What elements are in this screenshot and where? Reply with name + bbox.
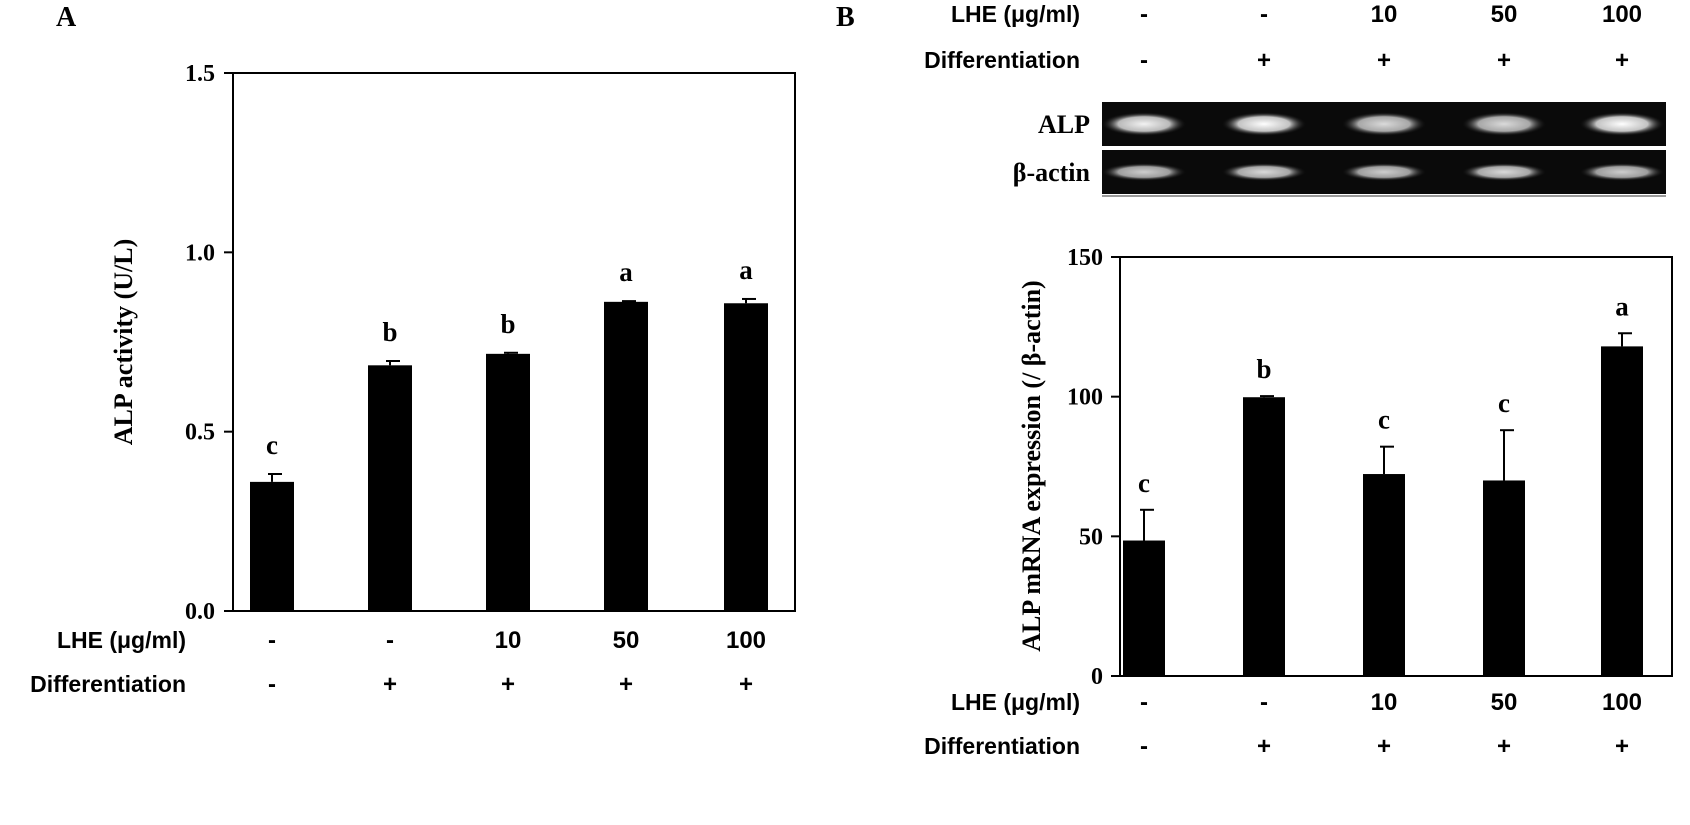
panel-a-conditions: LHE (μg/ml) - - 10 50 100 Differentiation - + + + + (30, 627, 766, 698)
condition-label: Differentiation (924, 47, 1080, 73)
y-tick-label: 0.0 (185, 599, 215, 625)
condition-value: + (1615, 733, 1629, 760)
significance-letter: b (500, 309, 515, 339)
bar (604, 301, 648, 611)
significance-letter: a (739, 255, 753, 285)
gel-band (1579, 112, 1665, 136)
significance-letter: b (382, 317, 397, 347)
condition-value: - (386, 627, 394, 654)
condition-value: + (1257, 733, 1271, 760)
panel-b-error-bars (1140, 332, 1632, 541)
significance-letter: c (1378, 405, 1390, 435)
panel-a-y-axis: 0.0 0.5 1.0 1.5 (185, 61, 233, 625)
condition-value: - (1260, 689, 1268, 716)
gel-band (1461, 163, 1547, 181)
condition-value: + (739, 671, 753, 698)
condition-value: 10 (1371, 1, 1398, 28)
panel-b-bottom-conditions: LHE (μg/ml) - - 10 50 100 Differentiation - + + + + (924, 689, 1642, 760)
gel-row-label: ALP (1038, 110, 1090, 139)
condition-value: 100 (726, 627, 766, 654)
significance-letter: c (266, 430, 278, 460)
bar (486, 353, 530, 611)
bar (724, 303, 768, 611)
panel-a-error-bars (268, 297, 756, 482)
condition-value: + (619, 671, 633, 698)
condition-value: + (383, 671, 397, 698)
panel-b-bars (1123, 346, 1643, 676)
gel-band (1221, 112, 1307, 136)
condition-value: - (1140, 733, 1148, 760)
panel-b-letter: B (836, 2, 855, 33)
condition-value: 100 (1602, 1, 1642, 28)
condition-value: - (1140, 689, 1148, 716)
condition-label: LHE (μg/ml) (951, 1, 1080, 27)
gel-band (1461, 112, 1547, 136)
condition-value: - (1140, 47, 1148, 74)
significance-letter: a (619, 257, 633, 287)
bar (1243, 397, 1285, 676)
gel-band (1101, 163, 1187, 181)
condition-value: 50 (613, 627, 640, 654)
condition-value: 100 (1602, 689, 1642, 716)
gel-band (1341, 112, 1427, 136)
condition-value: + (1497, 733, 1511, 760)
bar (1601, 346, 1643, 676)
panel-b-significance-letters: c b c c a (1138, 291, 1629, 498)
gel-row-label: β-actin (1013, 158, 1091, 187)
condition-value: 50 (1491, 689, 1518, 716)
condition-value: + (1377, 733, 1391, 760)
panel-b-y-axis-title: ALP mRNA expression (/ β-actin) (1017, 280, 1046, 651)
y-tick-label: 1.0 (185, 240, 215, 266)
condition-value: 10 (495, 627, 522, 654)
condition-value: - (268, 671, 276, 698)
condition-value: - (1260, 1, 1268, 28)
bar (1363, 474, 1405, 676)
significance-letter: b (1256, 354, 1271, 384)
y-tick-label: 50 (1079, 524, 1103, 550)
gel-band (1341, 163, 1427, 181)
panel-a-y-axis-title: ALP activity (U/L) (109, 239, 138, 446)
gel-band (1101, 112, 1187, 136)
bar (1483, 480, 1525, 676)
condition-label: Differentiation (924, 733, 1080, 759)
panel-a-significance-letters: c b b a a (266, 255, 753, 460)
condition-value: - (1140, 1, 1148, 28)
panel-b-gel: ALP β-actin (1013, 102, 1666, 197)
bar (368, 365, 412, 611)
panel-b-y-axis: 0 50 100 150 (1067, 245, 1120, 690)
significance-letter: a (1615, 291, 1629, 321)
y-tick-label: 0.5 (185, 420, 215, 446)
y-tick-label: 100 (1067, 385, 1103, 411)
bar (250, 481, 294, 611)
condition-value: + (501, 671, 515, 698)
y-tick-label: 0 (1091, 664, 1103, 690)
condition-value: 10 (1371, 689, 1398, 716)
condition-value: + (1257, 47, 1271, 74)
significance-letter: c (1498, 388, 1510, 418)
significance-letter: c (1138, 468, 1150, 498)
gel-band (1579, 163, 1665, 181)
y-tick-label: 150 (1067, 245, 1103, 271)
condition-label: LHE (μg/ml) (57, 627, 186, 653)
condition-value: 50 (1491, 1, 1518, 28)
condition-value: + (1497, 47, 1511, 74)
condition-value: - (268, 627, 276, 654)
y-tick-label: 1.5 (185, 61, 215, 87)
panel-a: A 0.00.51.01.5 cb ba a ALP activity (U/L) … (30, 2, 796, 698)
condition-value: + (1615, 47, 1629, 74)
panel-a-bars (250, 301, 768, 611)
panel-b-top-conditions: LHE (μg/ml) - - 10 50 100 Differentiation - + + + + (924, 1, 1642, 74)
panel-a-letter: A (56, 2, 77, 33)
condition-label: Differentiation (30, 671, 186, 697)
condition-label: LHE (μg/ml) (951, 689, 1080, 715)
gel-band (1221, 163, 1307, 181)
bar (1123, 540, 1165, 676)
condition-value: + (1377, 47, 1391, 74)
